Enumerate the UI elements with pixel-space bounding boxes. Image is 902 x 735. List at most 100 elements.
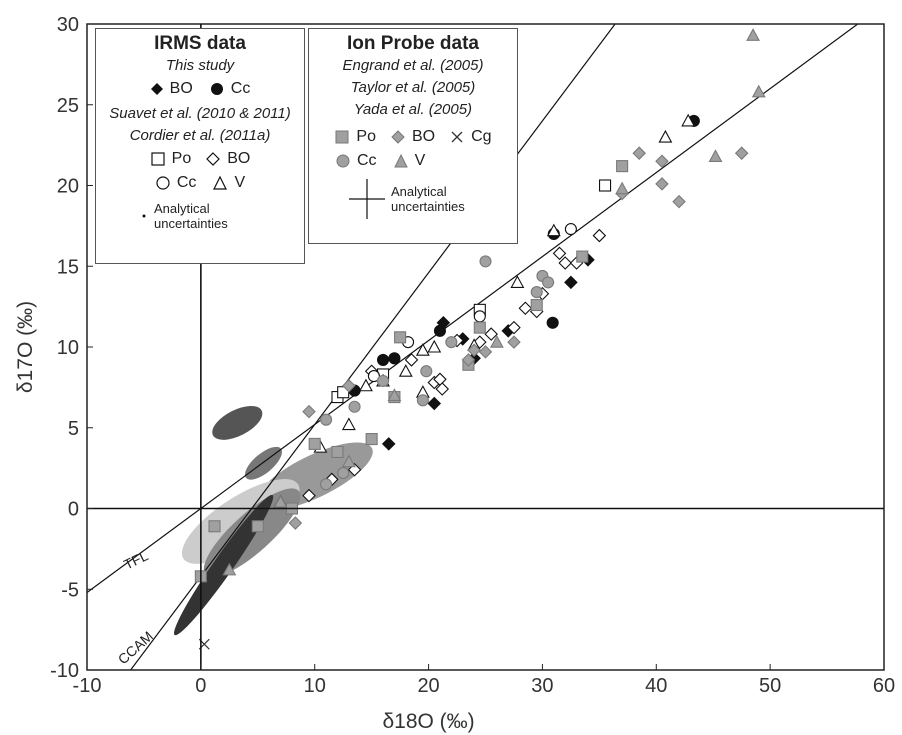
point-diamond-filled-1 (427, 396, 442, 411)
diamond-gray-icon (391, 130, 405, 144)
point-diamond-gray-12 (461, 353, 476, 367)
y-tick-label: 15 (57, 256, 79, 278)
point-triangle-gray-4 (489, 335, 504, 348)
legend-label-bo: BO (227, 150, 251, 167)
legend-label-bo: BO (412, 128, 436, 145)
point-triangle-open-7 (415, 343, 430, 356)
legend-irms-uncertainty: Analytical uncertainties (96, 201, 304, 231)
point-square-gray-6 (365, 433, 378, 446)
point-diamond-gray-7 (655, 154, 669, 169)
point-triangle-open-10 (510, 275, 525, 288)
tfl-line-label: TFL (121, 547, 151, 572)
x-tick-label: 50 (759, 675, 781, 697)
y-tick-label: -10 (50, 660, 79, 682)
tick-labels: -10 0 10 20 30 40 50 60 -10 -5 0 5 10 15 20 25 30 (50, 14, 895, 697)
legend-irms-unc2: uncertainties (154, 216, 228, 231)
legend-irms-ref1: Suavet et al. (2010 & 2011) (109, 105, 291, 122)
legend-ion-ref1: Engrand et al. (2005) (342, 57, 484, 74)
point-triangle-gray-1 (273, 494, 288, 508)
legend-ion-row-po-bo-cg: Po BO Cg (309, 125, 517, 149)
legend-label-v: V (414, 152, 426, 169)
point-triangle-gray-8 (751, 84, 766, 98)
point-circle-gray-2 (348, 400, 361, 413)
point-triangle-gray-6 (708, 149, 723, 162)
point-triangle-gray-2 (341, 454, 356, 468)
point-circle-open-3 (564, 223, 577, 236)
legend-label-cg: Cg (471, 128, 492, 145)
axes (86, 23, 885, 671)
point-square-gray-1 (208, 520, 221, 533)
y-tick-label: 25 (57, 95, 79, 117)
x-tick-label: -10 (73, 675, 102, 697)
x-tick-label: 0 (195, 675, 206, 697)
point-diamond-gray-9 (672, 194, 686, 209)
point-diamond-gray-11 (342, 378, 356, 393)
y-tick-label: 0 (68, 499, 79, 521)
legend-irms-title: IRMS data (154, 33, 246, 54)
point-diamond-gray-8 (655, 177, 669, 191)
legend-ion-title: Ion Probe data (347, 33, 479, 54)
point-diamond-open-18 (404, 353, 419, 367)
legend-ion-row-cc-v: Cc V (309, 149, 517, 173)
legend-label-cc: Cc (176, 174, 197, 191)
y-axis-label: δ17O (‰) (14, 301, 37, 393)
point-circle-gray-4 (416, 394, 429, 407)
legend-label-bo: BO (169, 80, 193, 97)
point-diamond-open-14 (558, 256, 572, 270)
point-diamond-gray-3 (478, 345, 493, 359)
uncertainty-dot-icon (142, 214, 146, 218)
point-diamond-open-9 (507, 320, 521, 335)
uncertainty-ellipse-5 (174, 494, 274, 636)
point-diamond-open-8 (484, 327, 498, 341)
point-square-gray-5 (331, 445, 344, 459)
point-square-gray-10 (473, 321, 486, 334)
x-tick-label: 60 (873, 675, 895, 697)
point-diamond-gray-0 (288, 516, 303, 530)
point-triangle-open-5 (398, 364, 413, 377)
circle-open-icon (156, 176, 170, 190)
point-circle-filled-2 (388, 352, 401, 365)
uncertainty-cross-icon (349, 179, 385, 219)
square-open-icon (151, 152, 165, 166)
triangle-gray-icon (393, 153, 408, 168)
legend-irms-row-po-bo: Po BO (96, 147, 304, 171)
point-circle-gray-0 (337, 466, 350, 480)
legend-ion-unc2: uncertainties (391, 199, 465, 214)
legend-ion-probe: Ion Probe data Engrand et al. (2005) Tay… (308, 28, 518, 244)
y-tick-label: 20 (57, 176, 79, 198)
point-diamond-open-10 (518, 301, 533, 316)
point-square-gray-13 (616, 160, 629, 173)
data-points (194, 28, 766, 650)
point-circle-filled-4 (546, 316, 559, 329)
point-circle-gray-5 (420, 365, 433, 378)
legend-ion-uncertainty: Analytical uncertainties (309, 177, 517, 221)
legend-label-cc: Cc (357, 152, 377, 169)
point-triangle-open-3 (359, 378, 373, 392)
legend-label-po: Po (356, 128, 376, 145)
point-triangle-open-8 (427, 339, 442, 353)
point-diamond-gray-10 (734, 146, 749, 160)
point-square-gray-2 (251, 520, 264, 533)
point-triangle-gray-3 (387, 388, 402, 402)
x-axis-label: δ18O (‰) (382, 710, 474, 733)
y-tick-label: 10 (57, 337, 79, 359)
point-circle-gray-11 (320, 478, 333, 491)
point-triangle-open-12 (658, 129, 673, 143)
square-gray-icon (335, 130, 349, 144)
point-square-gray-8 (394, 331, 407, 344)
point-circle-gray-1 (320, 413, 333, 426)
uncertainty-ellipse-0 (212, 405, 263, 440)
legend-label-po: Po (171, 150, 192, 167)
point-triangle-open-2 (341, 417, 356, 431)
legend-ion-ref3: Yada et al. (2005) (353, 101, 473, 118)
point-diamond-gray-2 (467, 343, 481, 358)
point-circle-filled-1 (376, 353, 390, 366)
tfl-line (87, 24, 859, 593)
y-tick-label: 30 (57, 14, 79, 36)
legend-irms: IRMS data This study BO Cc Suavet et al.… (95, 28, 305, 264)
triangle-open-icon (213, 175, 228, 190)
point-square-gray-12 (576, 250, 589, 263)
uncertainty-ellipses (174, 405, 373, 636)
legend-label-cc: Cc (230, 80, 251, 97)
y-tick-label: -5 (61, 579, 79, 601)
